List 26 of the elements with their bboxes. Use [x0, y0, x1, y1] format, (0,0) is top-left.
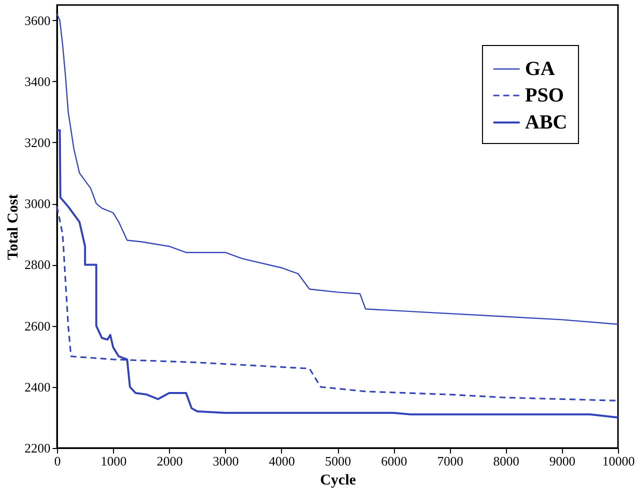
y-tick-label: 2600 [24, 318, 50, 334]
y-tick-label: 3200 [24, 134, 50, 150]
x-tick-label: 1000 [100, 454, 127, 468]
y-axis-title: Total Cost [6, 194, 22, 260]
y-tick-label: 3600 [24, 12, 50, 28]
y-tick-label: 3400 [24, 74, 50, 89]
legend-label: GA [525, 58, 556, 80]
y-tick-label: 3000 [24, 196, 50, 212]
x-tick-label: 0 [54, 454, 61, 468]
x-tick-label: 4000 [268, 454, 295, 468]
legend-label: ABC [525, 112, 568, 134]
legend-label: PSO [525, 84, 564, 106]
x-tick-label: 2000 [156, 454, 183, 468]
y-tick-label: 2400 [24, 379, 50, 394]
line-series [56, 14, 619, 325]
x-tick-label: 6000 [381, 454, 408, 468]
x-tick-label: 7000 [437, 454, 464, 468]
x-axis-title: Cycle [320, 472, 356, 488]
x-tick-label: 3000 [212, 454, 239, 468]
y-tick-label: 2200 [24, 440, 50, 456]
x-tick-label: 9000 [549, 454, 576, 468]
x-tick-label: 5000 [325, 454, 351, 468]
x-tick-label: 10000 [602, 454, 635, 468]
x-tick-label: 8000 [493, 454, 520, 468]
y-tick-label: 2800 [24, 257, 50, 272]
line-series [56, 129, 619, 418]
